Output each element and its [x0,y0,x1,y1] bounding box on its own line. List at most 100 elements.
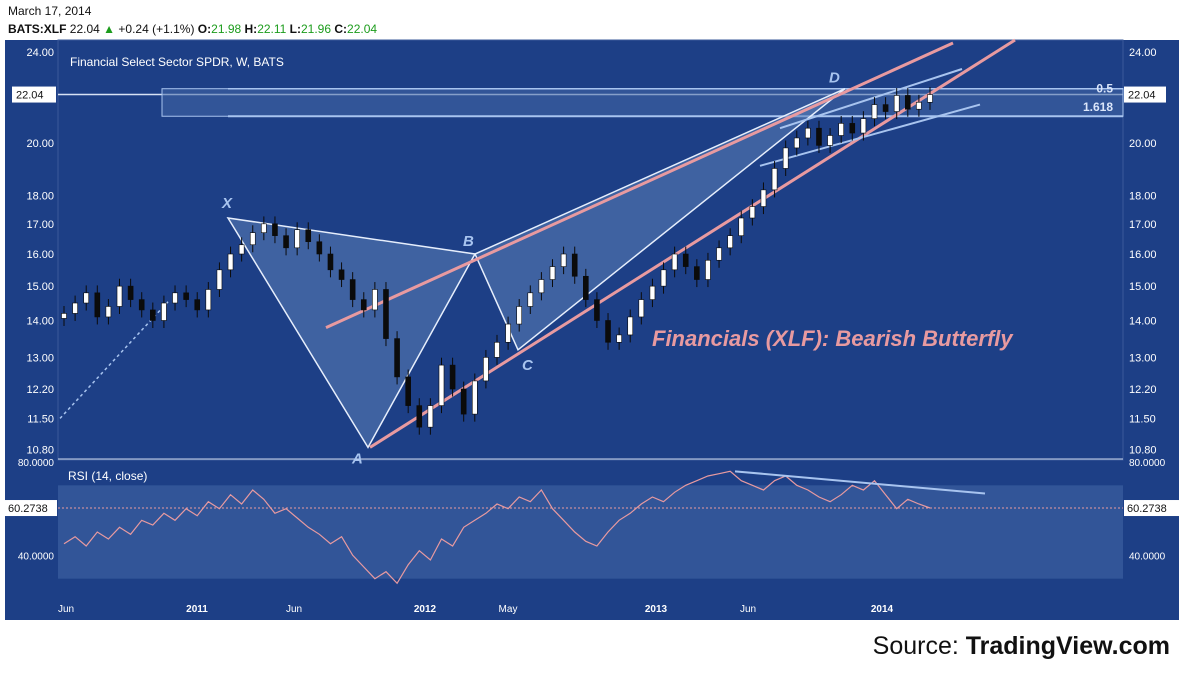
candle-body [660,269,667,287]
up-arrow-icon: ▲ [103,22,116,36]
last-price-tag-bg [1124,86,1166,103]
candle-body [94,292,101,318]
chart-annotation: Financials (XLF): Bearish Butterfly [652,326,1014,351]
candle-body [605,320,611,343]
candle-body [194,299,201,311]
candle-body [238,244,245,255]
candle-body [150,309,156,321]
candle-body [849,123,856,134]
pattern-point-d: D [829,70,840,87]
candle-body [494,341,500,358]
candle-body [316,241,323,255]
last-price: 22.04 [69,22,100,36]
last-price-tag-left-bg [12,86,56,103]
candle-body [805,127,811,139]
candle-body [216,269,223,290]
candle-body [416,405,423,428]
candle-body [583,275,589,300]
y-tick-left: 14.00 [26,315,54,327]
candle-body [161,302,167,321]
y-tick-left: 11.50 [27,413,54,425]
candle-body [305,229,312,243]
pattern-xab [226,217,477,449]
candle-body [360,299,367,311]
y-tick-right: 20.00 [1129,138,1157,150]
candle-body [649,285,656,300]
y-tick-left: 24.00 [26,47,54,59]
candle-body [261,223,267,233]
quote-bar: BATS:XLF 22.04 ▲ +0.24 (+1.1%) O:21.98 H… [8,22,377,36]
candle-body [771,168,778,191]
candle-body [372,289,378,311]
candle-body [705,259,711,280]
candle-body [904,95,911,110]
symbol[interactable]: BATS:XLF [8,22,67,36]
candle-body [838,123,844,136]
rsi-value-tag-left-bg [5,500,57,517]
candle-body [427,405,434,428]
candle-body [793,137,800,149]
x-tick: May [499,604,518,615]
rsi-divergence-line [734,470,986,495]
rsi-y-tick-left: 40.0000 [18,551,55,562]
candle-body [471,380,478,415]
candle-body [405,376,411,406]
y-tick-right: 12.20 [1129,384,1157,396]
close-value: 22.04 [347,22,378,36]
rsi-band [58,485,1123,579]
rsi-y-tick-right: 80.0000 [1129,458,1166,469]
open-label: O: [197,22,212,36]
candle-body [460,388,467,415]
candle-body [638,299,645,318]
candle-body [61,313,67,319]
candle-body [527,292,534,307]
rsi-y-tick-left: 80.0000 [18,458,55,469]
candle-body [83,292,90,304]
y-tick-right: 14.00 [1129,315,1157,327]
candle-body [538,279,545,294]
candle-body [438,364,445,406]
candle-body [827,135,833,146]
candle-body [127,285,134,300]
candle-body [272,223,278,236]
pattern-bcd [474,88,846,351]
x-tick: 2014 [871,604,894,615]
rsi-value-tag: 60.2738 [1127,503,1167,515]
pattern-point-b: B [463,233,474,250]
candle-body [738,217,745,236]
pattern-point-x: X [221,195,233,212]
candle-body [893,95,900,112]
chart-canvas[interactable]: 24.00 24.00 20.00 20.00 18.00 18.00 17.00 17.00… [0,0,1184,620]
candle-body [338,269,345,280]
y-tick-right: 16.00 [1129,249,1157,261]
candle-body [594,299,600,321]
open-value: 21.98 [211,22,242,36]
candle-body [349,279,356,300]
y-tick-left: 16.00 [26,249,54,261]
close-label: C: [334,22,348,36]
trend-resistance-line [325,41,954,330]
high-label: H: [244,22,258,36]
chart-date: March 17, 2014 [8,4,92,18]
candle-body [860,118,867,134]
candle-body [882,104,889,112]
low-label: L: [289,22,301,36]
source-credit: Source: TradingView.com [873,632,1170,661]
rsi-title: RSI (14, close) [68,469,147,483]
x-tick: Jun [58,604,74,615]
rsi-value-tag-bg [1124,500,1180,517]
candle-body [283,235,289,249]
candle-body [516,306,523,325]
wedge-upper-line [779,68,963,130]
y-tick-right: 15.00 [1129,281,1157,293]
candle-body [782,147,789,169]
candle-body [694,266,700,280]
candle-body [760,189,767,207]
fib-label-1-618: 1.618 [1083,100,1113,114]
y-tick-right: 24.00 [1129,47,1157,59]
y-tick-right: 18.00 [1129,190,1157,202]
price-pane [57,39,1124,461]
y-tick-left: 10.80 [26,445,54,457]
candle-body [816,127,822,146]
candle-body [549,266,556,280]
